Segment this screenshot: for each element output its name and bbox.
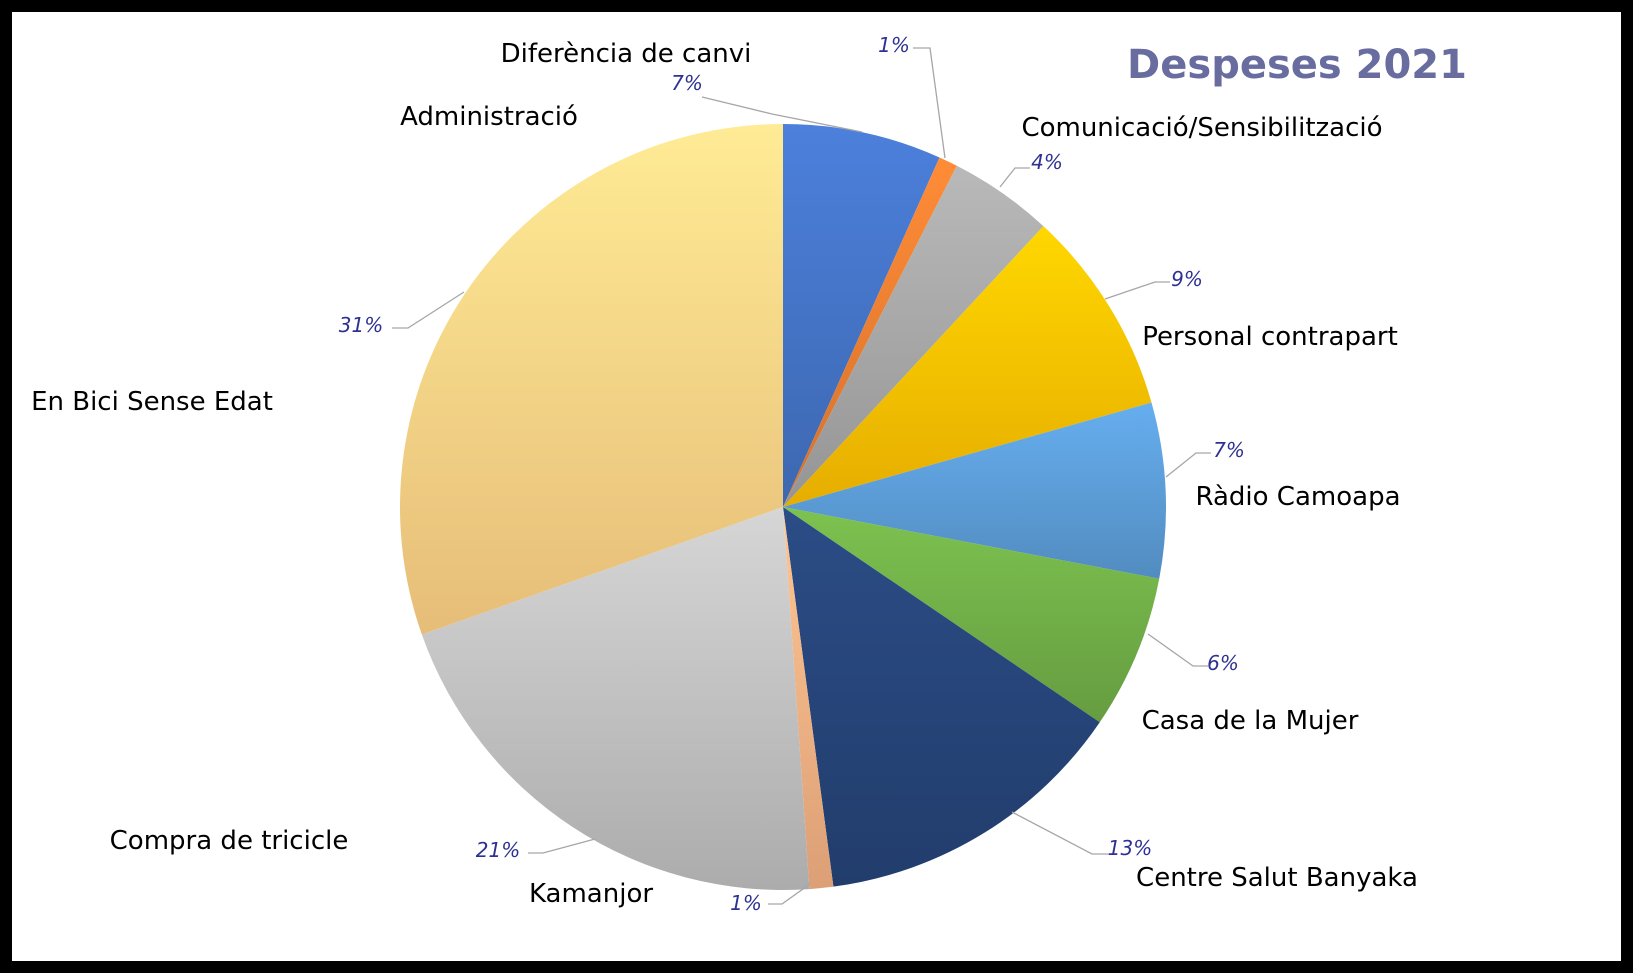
percent-label-kamanjor: 1% xyxy=(730,891,762,915)
leader-line-compra-de-tricicle xyxy=(528,838,596,854)
category-label-en-bici-sense-edat: En Bici Sense Edat xyxy=(31,387,273,417)
leader-lines xyxy=(392,47,1211,905)
leader-line-radio-camoapa xyxy=(1165,452,1211,478)
percent-label-comunicacio-sensibilitzacio: 4% xyxy=(1031,150,1063,174)
chart-frame: Administració 7% Diferència de canvi 1% Comu… xyxy=(12,12,1621,961)
category-label-radio-camoapa: Ràdio Camoapa xyxy=(1195,482,1400,512)
pie-slice-diferencia-de-canvi xyxy=(783,157,957,507)
percent-label-en-bici-sense-edat: 31% xyxy=(339,313,383,337)
pie-slice-comunicacio-sensibilitzacio xyxy=(783,165,1044,508)
category-label-administracio: Administració xyxy=(400,102,578,132)
leader-line-casa-de-la-mujer xyxy=(1147,633,1208,667)
category-label-comunicacio-sensibilitzacio: Comunicació/Sensibilització xyxy=(1021,113,1382,143)
percent-label-casa-de-la-mujer: 6% xyxy=(1207,651,1239,675)
category-label-casa-de-la-mujer: Casa de la Mujer xyxy=(1142,706,1359,736)
pie-slice-kamanjor xyxy=(783,507,834,890)
pie-slice-administracio xyxy=(783,124,940,507)
percent-label-personal-contrapart: 9% xyxy=(1171,267,1203,291)
leader-line-comunicacio-sensibilitzacio xyxy=(999,167,1030,188)
percent-label-radio-camoapa: 7% xyxy=(1213,438,1245,462)
pie-slice-en-bici-sense-edat xyxy=(399,124,783,635)
leader-line-personal-contrapart xyxy=(1104,281,1170,300)
pie-slices xyxy=(399,124,1167,891)
pie-slice-personal-contrapart xyxy=(783,226,1152,507)
leader-line-administracio xyxy=(701,96,863,133)
pie-slice-radio-camoapa xyxy=(783,402,1167,579)
pie-slice-casa-de-la-mujer xyxy=(783,507,1160,723)
leader-line-centre-salut-banyaka xyxy=(1011,811,1110,855)
leader-line-en-bici-sense-edat xyxy=(392,291,465,329)
percent-label-centre-salut-banyaka: 13% xyxy=(1108,836,1152,860)
pie-slice-centre-salut-banyaka xyxy=(783,507,1100,887)
category-label-personal-contrapart: Personal contrapart xyxy=(1142,322,1398,352)
percent-label-diferencia-de-canvi: 1% xyxy=(878,33,910,57)
leader-line-kamanjor xyxy=(768,883,811,905)
percent-label-compra-de-tricicle: 21% xyxy=(476,838,520,862)
chart-title: Despeses 2021 xyxy=(1127,42,1467,88)
percent-label-administracio: 7% xyxy=(671,71,703,95)
leader-line-diferencia-de-canvi xyxy=(913,47,946,159)
category-label-kamanjor: Kamanjor xyxy=(529,879,653,909)
pie-slice-compra-de-tricicle xyxy=(421,507,810,891)
category-label-centre-salut-banyaka: Centre Salut Banyaka xyxy=(1136,863,1418,893)
category-label-compra-de-tricicle: Compra de tricicle xyxy=(110,826,349,856)
category-label-diferencia-de-canvi: Diferència de canvi xyxy=(501,39,752,69)
